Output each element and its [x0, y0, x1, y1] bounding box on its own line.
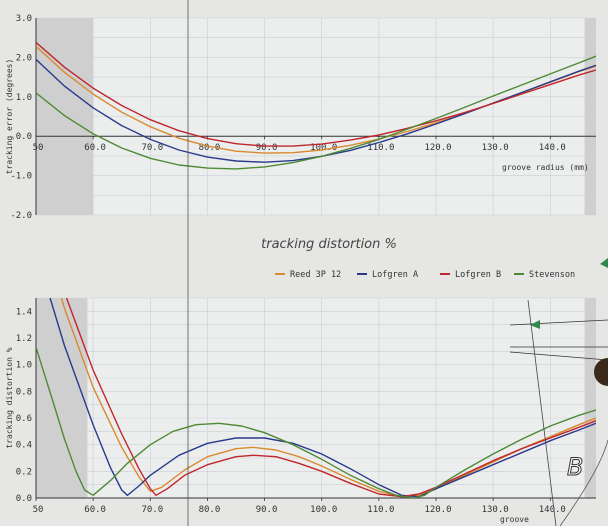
y-tick-label: 0.8 — [16, 387, 32, 397]
legend-entry: Stevenson — [529, 270, 575, 280]
y-tick-label: 0.4 — [16, 441, 32, 451]
series-line-lofgren-a — [49, 298, 596, 498]
x-tick-label: 130.0 — [482, 143, 509, 153]
y-tick-label: -1.0 — [10, 172, 32, 182]
x-tick-label: 100.0 — [310, 143, 337, 153]
x-tick-label: 100.0 — [310, 505, 337, 515]
y-tick-label: 1.2 — [16, 334, 32, 344]
x-tick-label: 110.0 — [367, 143, 394, 153]
x-tick-label: 60.0 — [84, 143, 106, 153]
x-tick-label: 70.0 — [141, 143, 163, 153]
series-line-lofgren-b — [65, 298, 596, 498]
plot-area — [36, 298, 596, 498]
x-tick-label: 50 — [33, 505, 44, 515]
y-tick-label: 3.0 — [16, 14, 32, 24]
x-tick-label: 130.0 — [482, 505, 509, 515]
y-tick-label: 1.0 — [16, 361, 32, 371]
x-tick-label: 70.0 — [141, 505, 163, 515]
y-tick-label: -2.0 — [10, 211, 32, 221]
y-tick-label: 0.2 — [16, 467, 32, 477]
y-axis-label: tracking error (degrees) — [5, 59, 14, 175]
y-tick-label: 0.6 — [16, 414, 32, 424]
legend-entry: Lofgren B — [455, 270, 501, 280]
series-line-stevenson — [36, 55, 596, 170]
x-tick-label: 140.0 — [539, 143, 566, 153]
x-tick-label: 120.0 — [424, 505, 451, 515]
y-tick-label: 0.0 — [16, 494, 32, 504]
shaded-region — [36, 298, 88, 498]
y-tick-label: 2.0 — [16, 53, 32, 63]
x-axis-label: groove — [500, 515, 529, 524]
x-tick-label: 110.0 — [367, 505, 394, 515]
x-axis-label: groove radius (mm) — [502, 163, 589, 172]
series-line-stevenson — [36, 347, 596, 498]
x-tick-label: 90.0 — [256, 505, 278, 515]
tracking-error-chart: 50 60.0 70.0 80.0 90.0 100.0 110.0 120.0 130.0 14… — [5, 0, 596, 526]
legend-entry: Reed 3P 12 — [290, 270, 341, 280]
y-tick-label: 0.0 — [16, 132, 32, 142]
x-tick-label: 80.0 — [199, 143, 221, 153]
legend: Reed 3P 12 Lofgren A Lofgren B Stevenson — [275, 270, 575, 280]
series-line-reed-3p-12 — [60, 298, 596, 498]
y-tick-label: 1.0 — [16, 93, 32, 103]
y-tick-label: 1.4 — [16, 307, 32, 317]
x-tick-label: 80.0 — [199, 505, 221, 515]
x-tick-label: 120.0 — [424, 143, 451, 153]
tracking-distortion-chart: 50 60.0 70.0 80.0 90.0 100.0 110.0 120.0 130.0 14… — [5, 297, 596, 524]
corner-letter: B — [567, 453, 583, 481]
legend-entry: Lofgren A — [372, 270, 418, 280]
shaded-region — [584, 298, 596, 498]
x-tick-label: 50 — [33, 143, 44, 153]
x-tick-label: 140.0 — [539, 505, 566, 515]
decorations: B — [509, 258, 608, 526]
x-tick-label: 60.0 — [84, 505, 106, 515]
series-line-lofgren-b — [36, 41, 596, 147]
x-tick-label: 90.0 — [256, 143, 278, 153]
chart-title: tracking distortion % — [261, 237, 397, 252]
y-axis-label: tracking distortion % — [5, 347, 14, 448]
